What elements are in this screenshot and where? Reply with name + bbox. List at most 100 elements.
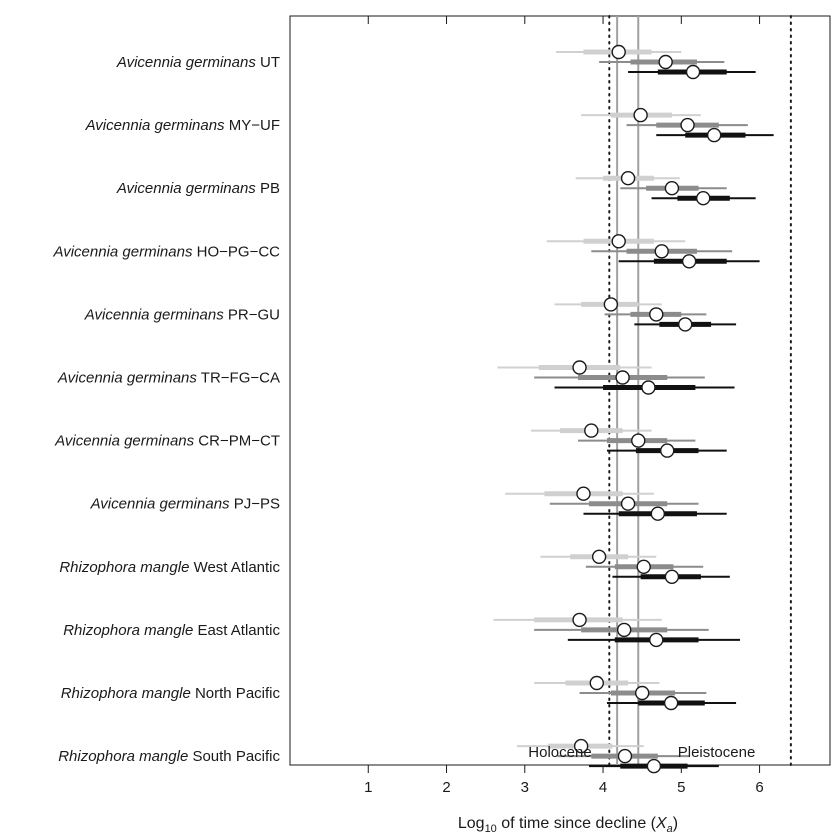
species-name: Rhizophora mangle (58, 748, 188, 765)
x-axis-title-main: of time since decline ( (497, 815, 657, 832)
estimate-light-row-4 (546, 234, 686, 249)
estimate-dark-row-7 (606, 443, 727, 458)
x-axis-title: Log10 of time since decline (Xa) (458, 815, 678, 835)
population-name: CR−PM−CT (194, 433, 280, 450)
point-estimate (615, 370, 630, 385)
point-estimate (641, 380, 656, 395)
estimate-light-row-3 (575, 170, 680, 186)
estimate-light-row-1 (556, 44, 682, 60)
estimate-medium-row-4 (591, 244, 733, 259)
point-estimate (680, 117, 695, 133)
estimate-dark-row-3 (651, 190, 756, 206)
x-axis-title-log: Log (458, 815, 485, 832)
point-estimate (620, 496, 636, 511)
plot-frame (289, 15, 831, 766)
estimate-dark-row-2 (656, 127, 774, 143)
species-name: Avicennia germinans (90, 496, 230, 513)
point-estimate (664, 569, 680, 584)
point-estimate (636, 559, 651, 574)
x-axis-title-var: X (655, 815, 668, 832)
point-estimate (572, 612, 587, 628)
x-axis-title-var-sub: a (667, 823, 673, 835)
point-estimate (611, 44, 626, 60)
population-name: TR−FG−CA (197, 370, 280, 387)
estimate-light-row-11 (534, 675, 660, 691)
species-name: Avicennia germinans (85, 117, 225, 134)
point-estimate (591, 549, 607, 564)
species-name: Rhizophora mangle (61, 685, 191, 702)
estimate-dark-row-5 (634, 317, 737, 332)
population-name: East Atlantic (193, 622, 280, 639)
point-estimate (572, 360, 587, 375)
pleistocene-label: Pleistocene (678, 744, 756, 761)
point-estimate (660, 443, 675, 458)
point-estimate (576, 486, 591, 501)
x-axis-ticks: 1 2 3 4 5 6 (364, 16, 764, 796)
estimate-dark-row-12 (588, 758, 719, 774)
species-name: Avicennia germinans (116, 180, 256, 197)
estimate-dark-row-9 (612, 569, 730, 584)
row-label-8: Avicennia germinans PJ−PS (90, 496, 280, 513)
row-label-2: Avicennia germinans MY−UF (85, 117, 280, 134)
point-estimate (663, 695, 679, 711)
estimate-medium-row-1 (599, 54, 725, 70)
estimate-dark-row-6 (554, 380, 735, 395)
estimate-light-row-8 (505, 486, 654, 501)
estimate-light-row-12 (516, 738, 644, 754)
point-estimate (603, 297, 619, 312)
point-estimate (589, 675, 604, 691)
point-estimate (678, 317, 693, 332)
x-tick-label-1: 1 (364, 779, 372, 796)
row-label-7: Avicennia germinans CR−PM−CT (54, 433, 280, 450)
row-label-9: Rhizophora mangle West Atlantic (59, 559, 280, 576)
point-estimate (696, 190, 711, 206)
estimate-medium-row-9 (585, 559, 704, 574)
x-tick-label-6: 6 (755, 779, 763, 796)
population-name: PR−GU (224, 306, 280, 323)
estimate-dark-row-1 (628, 64, 756, 80)
point-estimate (631, 433, 646, 448)
estimate-medium-row-3 (620, 180, 727, 196)
species-name: Avicennia germinans (54, 433, 194, 450)
estimate-medium-row-12 (557, 748, 690, 764)
row-label-12: Rhizophora mangle South Pacific (58, 748, 280, 765)
population-name: West Atlantic (189, 559, 280, 576)
row-label-3: Avicennia germinans PB (116, 180, 280, 197)
species-name: Avicennia germinans (57, 370, 197, 387)
species-name: Avicennia germinans (52, 243, 192, 260)
point-estimate (634, 685, 650, 701)
point-estimate (573, 738, 589, 754)
estimate-light-row-9 (540, 549, 657, 564)
species-name: Rhizophora mangle (63, 622, 193, 639)
population-name: South Pacific (188, 748, 280, 765)
estimate-medium-row-7 (578, 433, 696, 448)
row-label-4: Avicennia germinans HO−PG−CC (52, 243, 280, 260)
reference-lines (608, 15, 792, 766)
estimate-medium-row-10 (534, 622, 709, 638)
population-name: North Pacific (191, 685, 281, 702)
point-estimate (620, 170, 636, 186)
row-label-10: Rhizophora mangle East Atlantic (63, 622, 280, 639)
population-name: PJ−PS (230, 496, 280, 513)
estimate-medium-row-2 (626, 117, 748, 133)
population-name: HO−PG−CC (192, 243, 280, 260)
estimate-dark-row-10 (567, 632, 740, 648)
species-name: Avicennia germinans (84, 306, 224, 323)
estimate-light-row-10 (493, 612, 662, 628)
population-name: MY−UF (225, 117, 280, 134)
point-estimate (685, 64, 701, 80)
x-axis-title-end: ) (673, 815, 678, 832)
estimate-light-row-6 (497, 360, 652, 375)
population-name: UT (256, 54, 280, 71)
point-estimate (681, 254, 697, 269)
estimate-medium-row-5 (604, 307, 707, 322)
x-tick-label-5: 5 (677, 779, 685, 796)
point-estimate (664, 180, 680, 196)
point-estimate (617, 748, 633, 764)
species-name: Rhizophora mangle (59, 559, 189, 576)
x-tick-label-4: 4 (599, 779, 607, 796)
row-label-1: Avicennia germinans UT (116, 54, 280, 71)
point-estimate (584, 423, 599, 438)
